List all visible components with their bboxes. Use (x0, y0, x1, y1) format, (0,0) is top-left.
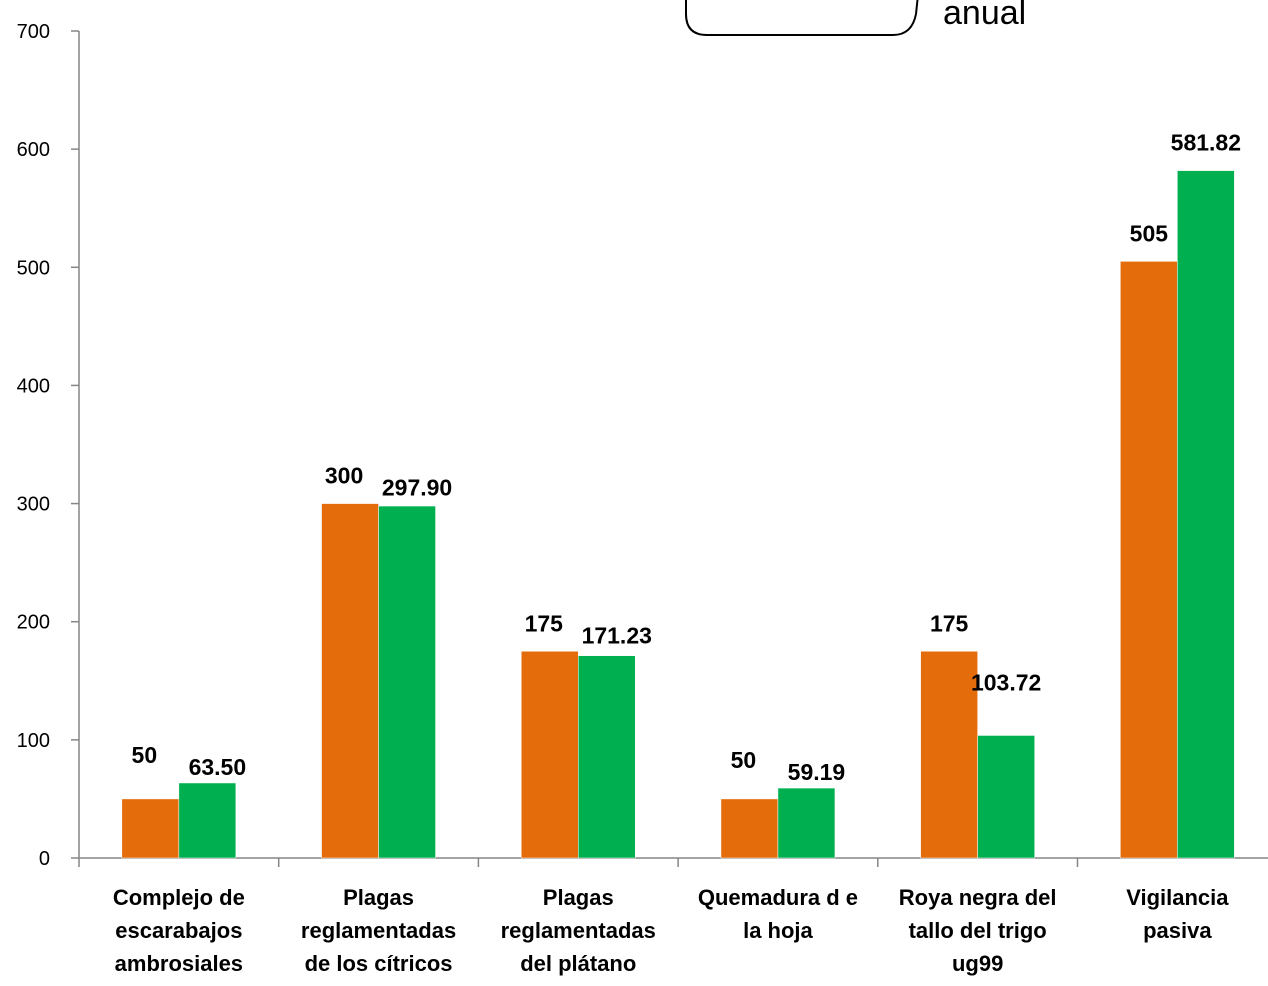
data-label-series-2: 103.72 (971, 669, 1041, 695)
data-label-series-1: 300 (325, 463, 363, 489)
category-label: Complejo de (113, 885, 245, 910)
axes: 0 100 200 300 400 500 600 700 (17, 21, 1268, 870)
y-tick-label: 500 (17, 257, 50, 279)
category-labels: Complejo de escarabajos ambrosiales Plagas r… (113, 885, 1229, 976)
y-tick-label: 300 (17, 494, 50, 516)
category-label: Quemadura d e (698, 885, 858, 910)
bar-series-2 (977, 735, 1035, 859)
bar-series-1 (720, 798, 779, 859)
category-label: ambrosiales (115, 951, 243, 976)
y-tick-label: 200 (17, 612, 50, 634)
category-label: escarabajos (115, 918, 242, 943)
category-label: reglamentadas (301, 918, 456, 943)
legend-series-label: anual (943, 0, 1026, 32)
category-label: de los cítricos (305, 951, 453, 976)
bar-series-1 (321, 503, 379, 859)
y-tick-label: 0 (39, 848, 50, 870)
bar-series-2 (777, 787, 836, 859)
data-label-series-2: 171.23 (582, 622, 652, 648)
data-label-series-2: 297.90 (382, 475, 452, 501)
bars (121, 170, 1235, 859)
bar-series-2 (578, 655, 636, 859)
category-label: Roya negra del (899, 885, 1057, 910)
data-label-series-2: 63.50 (189, 754, 247, 780)
category-label: ug99 (952, 951, 1003, 976)
bar-series-2 (178, 782, 237, 859)
y-tick-label: 600 (17, 139, 50, 161)
bar-series-1 (1120, 261, 1178, 859)
data-label-series-1: 175 (525, 610, 564, 636)
data-label-series-2: 59.19 (788, 759, 846, 785)
data-label-series-1: 50 (731, 747, 757, 773)
category-label: Plagas (543, 885, 614, 910)
category-label: Plagas (343, 885, 414, 910)
bar-series-2 (1177, 170, 1235, 859)
data-label-series-1: 505 (1130, 220, 1169, 246)
data-labels: 50 63.50 300 297.90 175 171.23 50 59.19 175 103.7… (132, 130, 1241, 785)
data-label-series-2: 581.82 (1171, 130, 1241, 156)
bar-series-2 (378, 505, 436, 859)
category-label: la hoja (743, 918, 813, 943)
legend-box (685, 0, 919, 36)
y-tick-label: 400 (17, 375, 50, 397)
bar-series-1 (920, 651, 978, 859)
bar-series-1 (121, 798, 180, 859)
category-label: tallo del trigo (909, 918, 1047, 943)
category-label: del plátano (520, 951, 636, 976)
data-label-series-1: 175 (930, 610, 969, 636)
y-tick-label: 100 (17, 730, 50, 752)
bar-series-1 (521, 651, 579, 859)
category-label: reglamentadas (501, 918, 656, 943)
data-label-series-1: 50 (132, 742, 158, 768)
category-label: pasiva (1143, 918, 1212, 943)
y-tick-label: 700 (17, 21, 50, 43)
category-label: Vigilancia (1126, 885, 1229, 910)
legend: anual (685, 0, 1026, 36)
